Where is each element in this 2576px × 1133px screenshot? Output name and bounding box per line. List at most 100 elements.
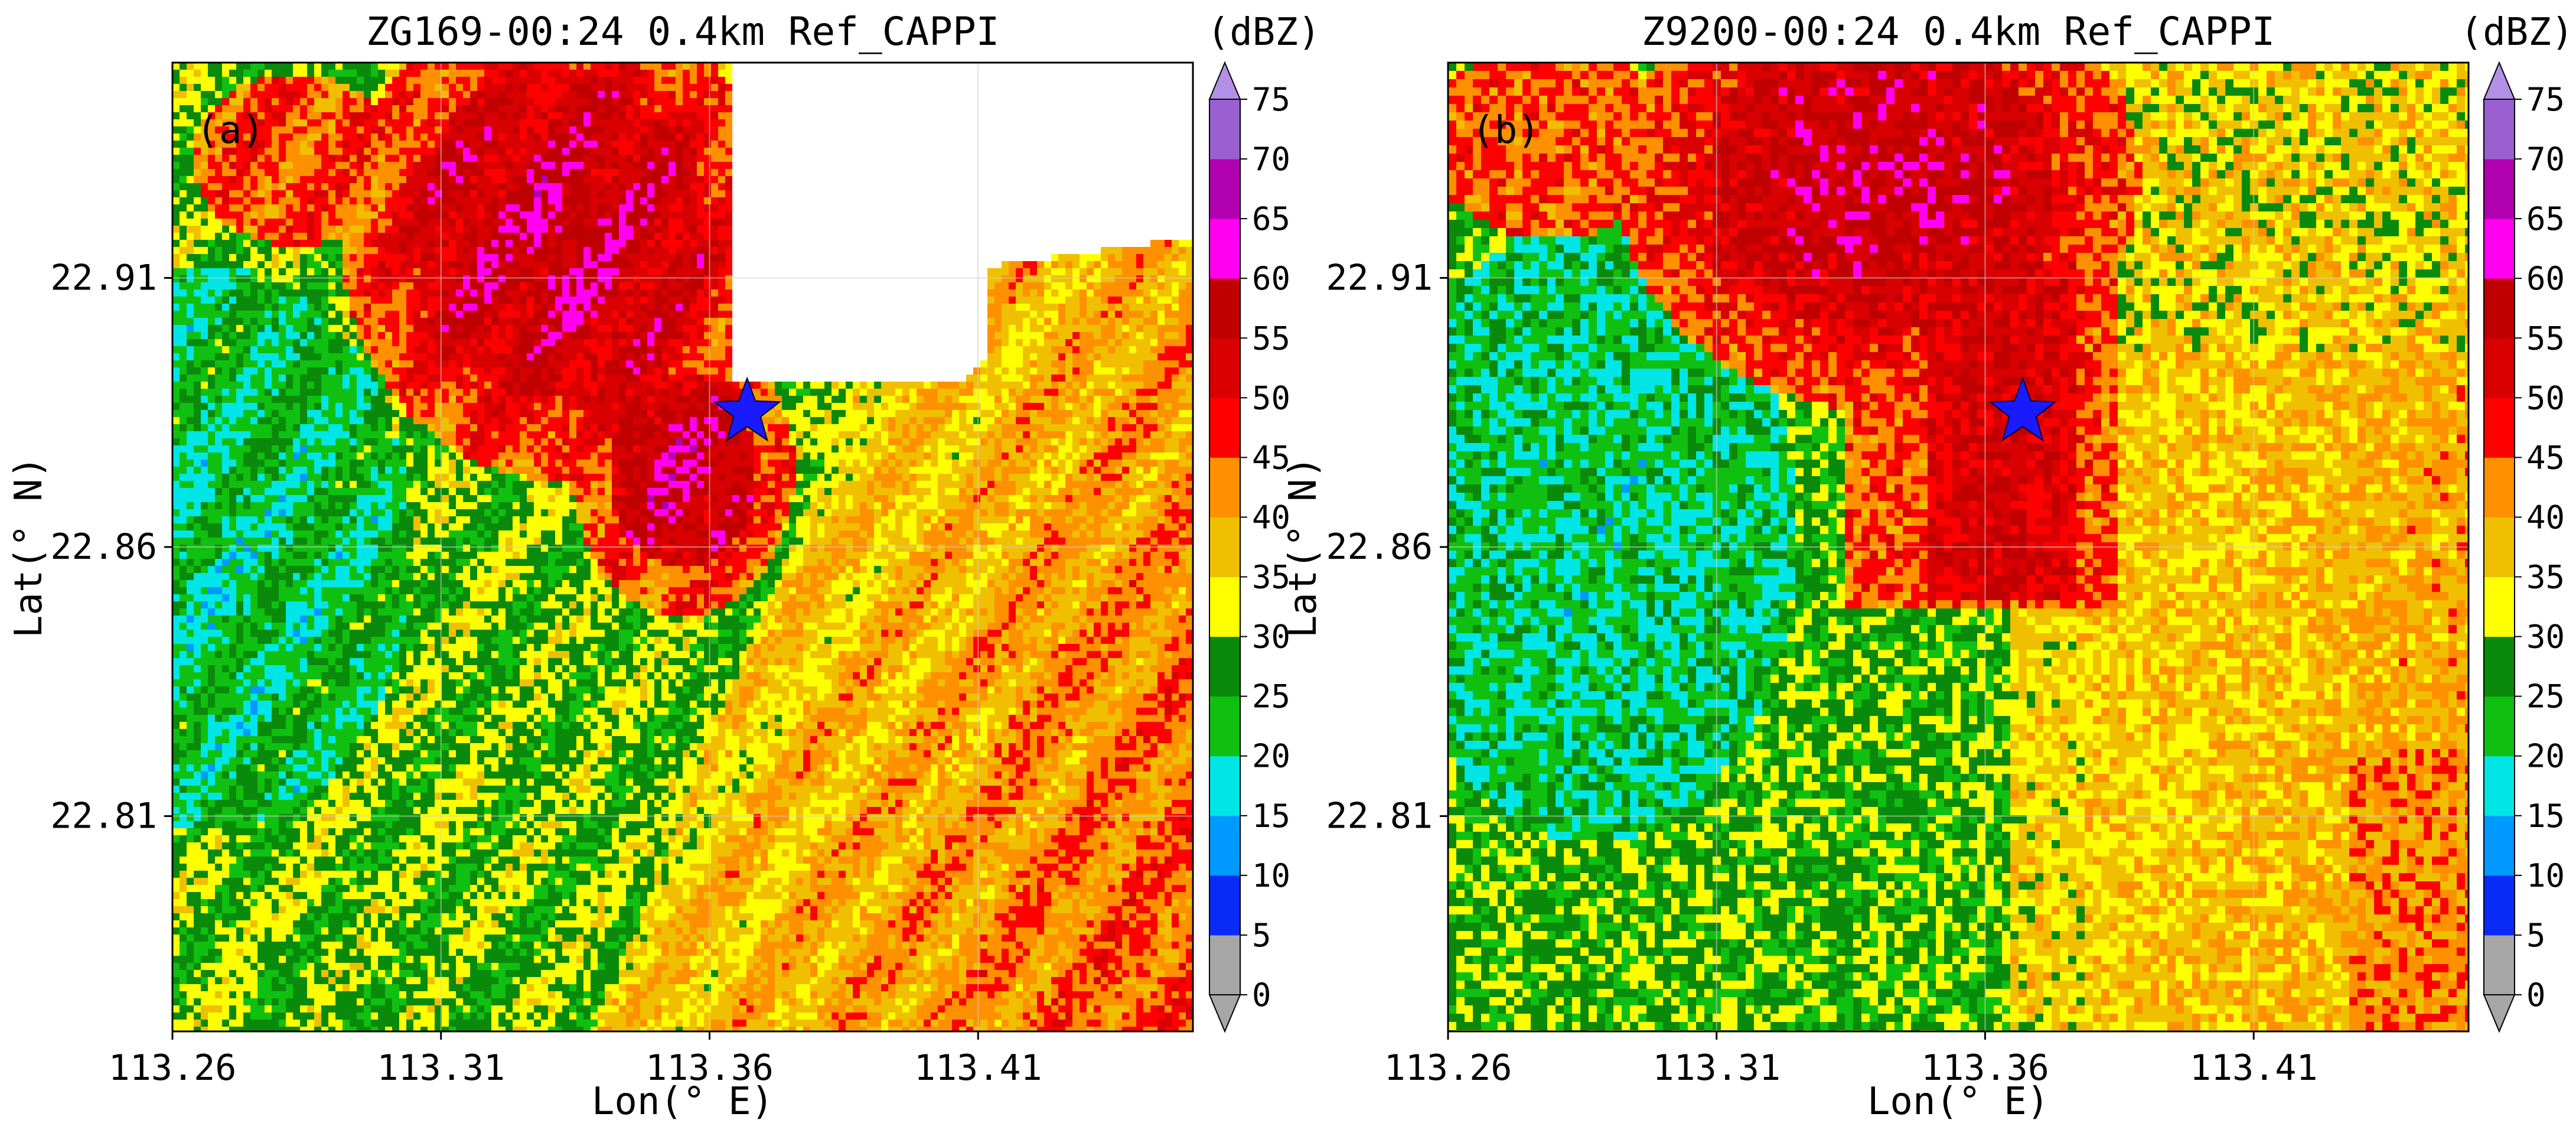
reflectivity-cell [477, 261, 485, 269]
reflectivity-cell [222, 488, 230, 496]
reflectivity-cell [371, 162, 379, 170]
reflectivity-cell [1129, 523, 1137, 531]
reflectivity-cell [931, 488, 938, 496]
reflectivity-cell [732, 573, 740, 581]
reflectivity-cell [215, 240, 237, 248]
reflectivity-cell [463, 375, 471, 382]
reflectivity-cell [860, 460, 868, 467]
reflectivity-cell [392, 211, 400, 219]
reflectivity-cell [697, 190, 705, 198]
reflectivity-cell [208, 162, 223, 170]
reflectivity-cell [279, 155, 286, 162]
reflectivity-cell [1016, 488, 1023, 496]
reflectivity-cell [498, 297, 513, 304]
reflectivity-cell [654, 282, 662, 290]
reflectivity-cell [222, 452, 230, 460]
reflectivity-cell [548, 353, 556, 361]
reflectivity-cell [172, 516, 187, 524]
reflectivity-cell [1122, 474, 1144, 481]
reflectivity-cell [222, 77, 230, 84]
reflectivity-cell [300, 360, 336, 368]
reflectivity-cell [435, 112, 449, 120]
reflectivity-cell [371, 403, 393, 411]
reflectivity-cell [180, 375, 187, 382]
reflectivity-cell [1072, 417, 1080, 425]
reflectivity-cell [201, 126, 208, 134]
reflectivity-cell [1044, 282, 1052, 290]
reflectivity-cell [328, 424, 343, 432]
reflectivity-cell [690, 304, 712, 311]
reflectivity-cell [1129, 502, 1137, 510]
reflectivity-cell [229, 467, 237, 474]
reflectivity-cell [576, 112, 584, 120]
reflectivity-cell [463, 403, 485, 411]
reflectivity-cell [378, 552, 407, 559]
reflectivity-cell [803, 495, 811, 503]
reflectivity-cell [406, 509, 414, 517]
reflectivity-cell [1044, 509, 1073, 517]
reflectivity-cell [860, 438, 868, 446]
reflectivity-cell [534, 481, 542, 489]
reflectivity-cell [633, 474, 641, 481]
reflectivity-cell [534, 353, 549, 361]
reflectivity-cell [420, 311, 428, 318]
reflectivity-cell [591, 360, 598, 368]
reflectivity-cell [1002, 339, 1009, 347]
reflectivity-cell [1072, 268, 1080, 276]
reflectivity-cell [484, 545, 492, 552]
reflectivity-cell [1080, 318, 1087, 325]
reflectivity-cell [484, 509, 492, 517]
reflectivity-cell [640, 282, 655, 290]
reflectivity-cell [945, 417, 953, 425]
reflectivity-cell [973, 460, 981, 467]
reflectivity-cell [775, 495, 782, 503]
reflectivity-cell [732, 176, 1193, 184]
reflectivity-cell [420, 226, 435, 233]
reflectivity-cell [1094, 552, 1101, 559]
reflectivity-cell [456, 148, 464, 155]
reflectivity-cell [633, 516, 641, 524]
reflectivity-cell [272, 304, 279, 311]
reflectivity-cell [619, 289, 627, 297]
reflectivity-cell [470, 176, 478, 184]
reflectivity-cell [286, 523, 294, 531]
reflectivity-cell [300, 417, 308, 425]
reflectivity-cell [399, 353, 428, 361]
reflectivity-cell [619, 162, 634, 170]
reflectivity-cell [647, 204, 655, 212]
reflectivity-cell [420, 297, 428, 304]
reflectivity-cell [548, 141, 556, 148]
reflectivity-cell [428, 261, 435, 269]
reflectivity-cell [1002, 375, 1023, 382]
reflectivity-cell [994, 410, 1002, 418]
reflectivity-cell [250, 84, 258, 92]
reflectivity-cell [860, 523, 875, 531]
reflectivity-cell [534, 502, 577, 510]
reflectivity-cell [449, 289, 456, 297]
reflectivity-cell [888, 509, 896, 517]
reflectivity-cell [1101, 268, 1123, 276]
reflectivity-cell [1122, 318, 1130, 325]
reflectivity-cell [846, 396, 853, 403]
reflectivity-cell [428, 339, 435, 347]
reflectivity-cell [506, 169, 527, 177]
reflectivity-cell [1002, 474, 1009, 481]
reflectivity-cell [640, 63, 662, 70]
reflectivity-cell [562, 523, 570, 531]
reflectivity-cell [293, 275, 301, 283]
reflectivity-cell [364, 141, 371, 148]
reflectivity-cell [718, 289, 733, 297]
reflectivity-cell [839, 566, 846, 574]
reflectivity-cell [456, 396, 464, 403]
reflectivity-cell [718, 226, 733, 233]
reflectivity-cell [1165, 240, 1172, 248]
reflectivity-cell [612, 467, 619, 474]
reflectivity-cell [1058, 552, 1080, 559]
reflectivity-cell [300, 240, 322, 248]
reflectivity-cell [966, 431, 988, 439]
reflectivity-cell [1072, 382, 1080, 389]
reflectivity-cell [272, 247, 279, 255]
reflectivity-cell [640, 339, 648, 347]
reflectivity-cell [796, 460, 811, 467]
reflectivity-cell [690, 169, 697, 177]
